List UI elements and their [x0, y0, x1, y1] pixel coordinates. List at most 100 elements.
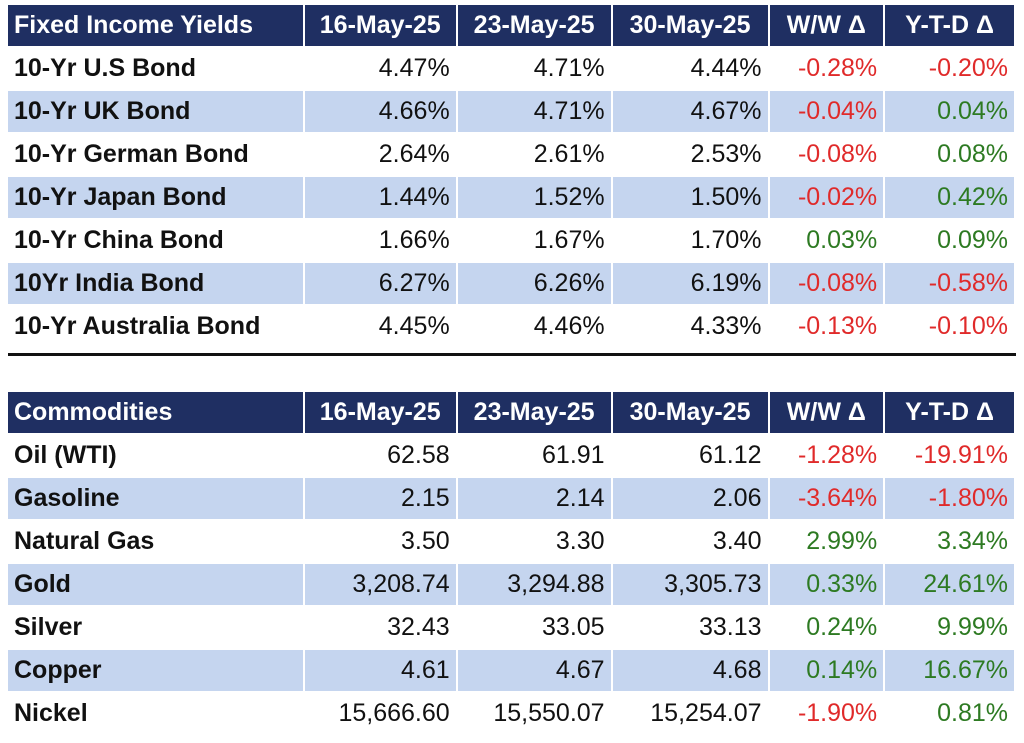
value-cell: 4.45%: [378, 312, 450, 340]
change-cell: -0.10%: [928, 312, 1008, 340]
value-cell: 3.50: [401, 527, 450, 555]
value-cell: 3,294.88: [457, 564, 611, 605]
change-cell: -0.13%: [797, 312, 878, 340]
value-cell: 2.06: [612, 478, 768, 519]
value-cell: 4.61: [304, 650, 456, 691]
change-cell: 0.08%: [937, 140, 1008, 168]
change-cell: 16.67%: [885, 650, 1014, 691]
column-header: W/W Δ: [769, 392, 884, 433]
value-cell: 1.67%: [533, 226, 605, 254]
value-cell: 3,208.74: [304, 564, 456, 605]
table-row: 10-Yr China Bond 1.66% 1.67% 1.70% 0.03%…: [8, 220, 1014, 261]
row-label: Natural Gas: [14, 527, 155, 555]
value-cell: 61.91: [542, 441, 605, 469]
value-cell: 6.19%: [612, 263, 768, 304]
change-cell: 24.61%: [885, 564, 1014, 605]
column-header: 30-May-25: [612, 5, 768, 46]
row-label: Oil (WTI): [14, 441, 117, 469]
table-row: 10-Yr U.S Bond 4.47% 4.71% 4.44% -0.28% …: [8, 48, 1014, 89]
value-cell: 33.13: [698, 613, 762, 641]
row-label: 10-Yr Australia Bond: [14, 312, 261, 340]
change-cell: -0.04%: [769, 91, 884, 132]
column-header: 23-May-25: [457, 392, 611, 433]
value-cell: 2.15: [304, 478, 456, 519]
row-label: Nickel: [14, 699, 88, 727]
row-label: 10-Yr U.S Bond: [14, 54, 196, 82]
row-label: 10-Yr German Bond: [14, 140, 249, 168]
change-cell: -3.64%: [769, 478, 884, 519]
change-cell: -0.02%: [769, 177, 884, 218]
row-label: Gold: [8, 564, 303, 605]
section-divider: [8, 353, 1016, 356]
table-row: Nickel 15,666.60 15,550.07 15,254.07 -1.…: [8, 693, 1014, 734]
value-cell: 33.05: [542, 613, 605, 641]
value-cell: 15,666.60: [338, 699, 450, 727]
table-row: 10Yr India Bond 6.27% 6.26% 6.19% -0.08%…: [8, 263, 1014, 304]
table-header-row: Commodities 16-May-25 23-May-25 30-May-2…: [8, 392, 1014, 433]
change-cell: 3.34%: [937, 527, 1008, 555]
value-cell: 6.27%: [304, 263, 456, 304]
change-cell: -1.28%: [797, 441, 878, 469]
value-cell: 4.66%: [304, 91, 456, 132]
change-cell: 0.81%: [937, 699, 1008, 727]
change-cell: 0.04%: [885, 91, 1014, 132]
column-header: Y-T-D Δ: [885, 5, 1014, 46]
value-cell: 4.67%: [612, 91, 768, 132]
row-label: Silver: [14, 613, 83, 641]
value-cell: 15,550.07: [493, 699, 605, 727]
change-cell: 0.24%: [806, 613, 878, 641]
column-header: 16-May-25: [304, 5, 456, 46]
value-cell: 4.44%: [690, 54, 762, 82]
change-cell: 0.42%: [885, 177, 1014, 218]
table-row: 10-Yr Australia Bond 4.45% 4.46% 4.33% -…: [8, 306, 1014, 347]
table-row: Natural Gas 3.50 3.30 3.40 2.99% 3.34%: [8, 521, 1014, 562]
table-row: Silver 32.43 33.05 33.13 0.24% 9.99%: [8, 607, 1014, 648]
table-row: 10-Yr German Bond 2.64% 2.61% 2.53% -0.0…: [8, 134, 1014, 175]
change-cell: -1.80%: [885, 478, 1014, 519]
value-cell: 61.12: [698, 441, 762, 469]
value-cell: 4.67: [457, 650, 611, 691]
change-cell: -0.58%: [885, 263, 1014, 304]
change-cell: -0.28%: [797, 54, 878, 82]
change-cell: 9.99%: [937, 613, 1008, 641]
table-row: Oil (WTI) 62.58 61.91 61.12 -1.28% -19.9…: [8, 435, 1014, 476]
change-cell: -0.08%: [797, 140, 878, 168]
table-row: Gold 3,208.74 3,294.88 3,305.73 0.33% 24…: [8, 564, 1014, 605]
value-cell: 15,254.07: [650, 699, 762, 727]
change-cell: 0.33%: [769, 564, 884, 605]
value-cell: 4.68: [612, 650, 768, 691]
row-label: Copper: [8, 650, 303, 691]
column-header: 23-May-25: [457, 5, 611, 46]
table-row: Gasoline 2.15 2.14 2.06 -3.64% -1.80%: [8, 478, 1014, 519]
value-cell: 3.30: [555, 527, 605, 555]
column-header: 16-May-25: [304, 392, 456, 433]
value-cell: 4.46%: [533, 312, 605, 340]
fixed-income-yields-table: Fixed Income Yields 16-May-25 23-May-25 …: [6, 3, 1016, 349]
value-cell: 6.26%: [457, 263, 611, 304]
value-cell: 1.52%: [457, 177, 611, 218]
column-header: 30-May-25: [612, 392, 768, 433]
change-cell: -19.91%: [914, 441, 1008, 469]
value-cell: 1.50%: [612, 177, 768, 218]
value-cell: 2.61%: [533, 140, 605, 168]
row-label: 10-Yr Japan Bond: [8, 177, 303, 218]
change-cell: 0.03%: [806, 226, 878, 254]
value-cell: 3,305.73: [612, 564, 768, 605]
table-row: 10-Yr Japan Bond 1.44% 1.52% 1.50% -0.02…: [8, 177, 1014, 218]
value-cell: 1.70%: [690, 226, 762, 254]
row-label: 10-Yr UK Bond: [8, 91, 303, 132]
row-label: Gasoline: [8, 478, 303, 519]
change-cell: -0.20%: [928, 54, 1008, 82]
change-cell: 0.14%: [769, 650, 884, 691]
value-cell: 1.66%: [378, 226, 450, 254]
value-cell: 2.14: [457, 478, 611, 519]
column-header: W/W Δ: [769, 5, 884, 46]
column-header: Commodities: [8, 392, 303, 433]
value-cell: 3.40: [712, 527, 762, 555]
value-cell: 2.53%: [690, 140, 762, 168]
value-cell: 4.33%: [690, 312, 762, 340]
change-cell: -0.08%: [769, 263, 884, 304]
value-cell: 2.64%: [378, 140, 450, 168]
table-header-row: Fixed Income Yields 16-May-25 23-May-25 …: [8, 5, 1014, 46]
row-label: 10-Yr China Bond: [14, 226, 224, 254]
